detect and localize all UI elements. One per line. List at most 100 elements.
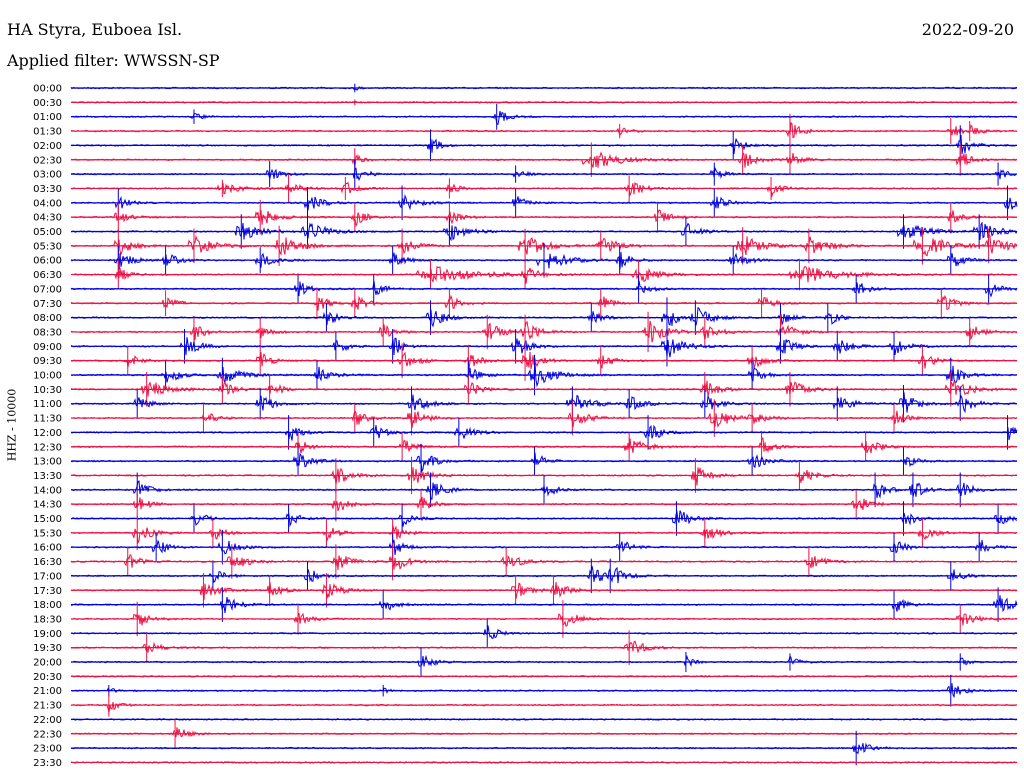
time-tick-label: 04:00 <box>33 198 62 209</box>
trace-row-0630: 06:30 <box>33 258 1018 291</box>
trace-row-1730: 17:30 <box>33 572 1018 608</box>
seismogram-trace <box>70 654 1018 668</box>
time-tick-label: 12:30 <box>33 442 62 453</box>
time-tick-label: 13:30 <box>33 471 62 482</box>
trace-row-1630: 16:30 <box>33 542 1018 581</box>
time-tick-label: 11:00 <box>33 399 62 410</box>
seismogram-trace <box>70 110 1018 126</box>
seismogram-trace <box>70 181 1018 198</box>
time-tick-label: 16:30 <box>33 557 62 568</box>
time-tick-label: 12:00 <box>33 428 62 439</box>
seismogram-trace <box>70 612 1018 627</box>
trace-row-0030: 00:30 <box>33 98 1018 109</box>
time-tick-label: 08:00 <box>33 313 62 324</box>
trace-row-0200: 02:00 <box>33 125 1018 166</box>
trace-row-1500: 15:00 <box>33 501 1018 536</box>
seismogram-trace <box>70 392 1018 414</box>
seismogram-trace <box>70 306 1018 328</box>
time-tick-label: 07:30 <box>33 299 62 310</box>
time-tick-label: 20:30 <box>33 672 62 683</box>
station-title: HA Styra, Euboea Isl. <box>7 20 183 39</box>
time-tick-label: 22:30 <box>33 729 62 740</box>
time-tick-label: 17:00 <box>33 571 62 582</box>
trace-row-1830: 18:30 <box>33 600 1018 638</box>
trace-row-2230: 22:30 <box>33 719 1018 749</box>
time-tick-label: 08:30 <box>33 327 62 338</box>
trace-row-2030: 20:30 <box>33 672 1018 683</box>
trace-row-0930: 09:30 <box>33 340 1018 381</box>
trace-row-1700: 17:00 <box>33 558 1018 594</box>
trace-row-2330: 23:30 <box>33 758 1018 769</box>
time-tick-label: 11:30 <box>33 414 62 425</box>
time-tick-label: 02:30 <box>33 155 62 166</box>
seismogram-trace <box>70 209 1018 227</box>
time-tick-label: 00:00 <box>33 84 62 95</box>
time-tick-label: 21:30 <box>33 701 62 712</box>
time-tick-label: 21:00 <box>33 686 62 697</box>
time-tick-label: 16:00 <box>33 543 62 554</box>
trace-row-2000: 20:00 <box>33 647 1018 677</box>
trace-row-1800: 18:00 <box>33 587 1018 622</box>
trace-row-0300: 03:00 <box>33 159 1018 189</box>
trace-row-1030: 10:30 <box>33 372 1018 407</box>
time-tick-label: 10:00 <box>33 371 62 382</box>
time-tick-label: 03:00 <box>33 170 62 181</box>
trace-row-1530: 15:30 <box>33 515 1018 551</box>
trace-row-0230: 02:30 <box>33 142 1018 178</box>
time-tick-label: 02:00 <box>33 141 62 152</box>
time-tick-label: 23:30 <box>33 758 62 769</box>
time-tick-label: 06:30 <box>33 270 62 281</box>
seismogram-trace <box>70 702 1018 713</box>
trace-row-1400: 14:00 <box>33 472 1018 508</box>
time-tick-label: 23:00 <box>33 744 62 755</box>
trace-row-0730: 07:30 <box>33 287 1018 320</box>
time-tick-label: 04:30 <box>33 213 62 224</box>
trace-row-1230: 12:30 <box>33 432 1018 462</box>
seismogram-trace <box>70 122 1018 139</box>
trace-row-0330: 03:30 <box>33 174 1018 203</box>
time-tick-label: 19:30 <box>33 643 62 654</box>
trace-row-0100: 01:00 <box>33 103 1018 130</box>
seismogram-trace <box>70 727 1018 738</box>
trace-row-0130: 01:30 <box>33 113 1018 149</box>
time-tick-label: 19:00 <box>33 629 62 640</box>
trace-row-1130: 11:30 <box>33 399 1018 437</box>
time-tick-label: 01:30 <box>33 127 62 138</box>
time-tick-label: 17:30 <box>33 586 62 597</box>
time-tick-label: 09:30 <box>33 356 62 367</box>
seismogram-trace <box>70 437 1018 454</box>
seismogram-trace <box>70 362 1018 388</box>
time-tick-label: 14:00 <box>33 485 62 496</box>
time-tick-label: 15:30 <box>33 528 62 539</box>
trace-row-2300: 23:00 <box>33 730 1018 766</box>
seismogram-trace <box>70 337 1018 358</box>
time-tick-label: 06:00 <box>33 256 62 267</box>
trace-row-0800: 08:00 <box>33 297 1018 338</box>
seismogram-trace <box>71 409 1018 429</box>
time-tick-label: 05:30 <box>33 241 62 252</box>
trace-row-0700: 07:00 <box>33 274 1018 304</box>
trace-row-1900: 19:00 <box>33 618 1018 648</box>
trace-row-1330: 13:30 <box>33 456 1018 495</box>
trace-row-0400: 04:00 <box>33 185 1018 221</box>
time-tick-label: 00:30 <box>33 98 62 109</box>
trace-row-1930: 19:30 <box>33 630 1018 665</box>
seismogram-trace <box>70 134 1018 155</box>
trace-row-2200: 22:00 <box>33 715 1018 726</box>
trace-row-1200: 12:00 <box>33 415 1018 450</box>
time-tick-label: 03:30 <box>33 184 62 195</box>
time-tick-label: 01:00 <box>33 112 62 123</box>
trace-row-0430: 04:30 <box>33 199 1018 235</box>
trace-row-2130: 21:30 <box>33 693 1018 717</box>
seismogram-trace <box>70 380 1018 397</box>
time-tick-label: 09:00 <box>33 342 62 353</box>
time-tick-label: 07:00 <box>33 284 62 295</box>
seismogram-trace <box>70 683 1018 699</box>
seismogram-trace <box>70 625 1018 639</box>
time-tick-label: 13:00 <box>33 457 62 468</box>
time-tick-label: 05:00 <box>33 227 62 238</box>
trace-row-0500: 05:00 <box>33 214 1018 249</box>
trace-row-0600: 06:00 <box>33 242 1018 278</box>
trace-row-2100: 21:00 <box>33 674 1018 707</box>
